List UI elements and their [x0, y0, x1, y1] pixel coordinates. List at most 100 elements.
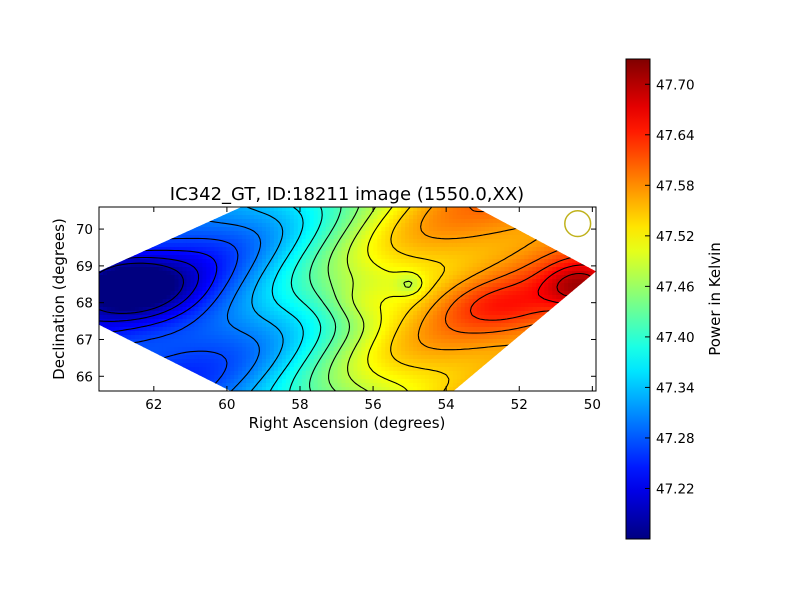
heatmap-cell [413, 363, 418, 368]
heatmap-cell [385, 215, 390, 220]
heatmap-cell [492, 351, 498, 356]
heatmap-cell [572, 283, 577, 288]
heatmap-cell [520, 295, 526, 300]
heatmap-cell [222, 255, 227, 260]
heatmap-cell [456, 355, 462, 360]
heatmap-cell [178, 335, 184, 340]
heatmap-cell [504, 239, 510, 244]
heatmap-cell [500, 331, 506, 336]
heatmap-cell [409, 319, 414, 324]
heatmap-cell [277, 207, 283, 212]
heatmap-cell [242, 231, 247, 236]
heatmap-cell [190, 227, 196, 232]
heatmap-cell [186, 259, 192, 264]
heatmap-cell [325, 351, 331, 356]
heatmap-cell [170, 343, 176, 348]
heatmap-cell [198, 339, 203, 344]
heatmap-cell [218, 255, 223, 260]
heatmap-cell [301, 291, 307, 296]
heatmap-cell [317, 311, 323, 316]
heatmap-cell [540, 251, 545, 256]
heatmap-cell [377, 311, 382, 316]
heatmap-cell [532, 267, 537, 272]
heatmap-cell [496, 331, 502, 336]
heatmap-cell [130, 335, 136, 340]
heatmap-cell [285, 359, 291, 364]
heatmap-cell [289, 227, 295, 232]
heatmap-cell [269, 355, 275, 360]
heatmap-cell [361, 219, 366, 224]
heatmap-cell [301, 227, 307, 232]
heatmap-cell [512, 331, 518, 336]
heatmap-cell [353, 231, 359, 236]
heatmap-cell [337, 359, 343, 364]
heatmap-cell [484, 283, 490, 288]
heatmap-cell [460, 299, 466, 304]
heatmap-cell [492, 343, 498, 348]
heatmap-cell [385, 247, 390, 252]
heatmap-cell [265, 355, 271, 360]
heatmap-cell [520, 243, 526, 248]
heatmap-cell [476, 343, 482, 348]
heatmap-cell [496, 291, 502, 296]
heatmap-cell [361, 359, 366, 364]
heatmap-cell [385, 207, 390, 212]
heatmap-cell [389, 299, 394, 304]
heatmap-cell [297, 335, 303, 340]
heatmap-cell [106, 287, 112, 292]
heatmap-cell [393, 279, 398, 284]
heatmap-cell [246, 223, 251, 228]
heatmap-cell [484, 339, 490, 344]
heatmap-cell [401, 283, 406, 288]
heatmap-cell [429, 259, 434, 264]
heatmap-cell [277, 335, 283, 340]
heatmap-cell [154, 307, 160, 312]
heatmap-cell [432, 263, 438, 268]
heatmap-cell [488, 219, 494, 224]
heatmap-cell [170, 271, 176, 276]
heatmap-cell [146, 271, 152, 276]
heatmap-cell [178, 263, 184, 268]
heatmap-cell [130, 315, 136, 320]
heatmap-cell [552, 299, 557, 304]
heatmap-cell [460, 239, 466, 244]
heatmap-cell [317, 207, 323, 212]
heatmap-cell [265, 327, 271, 332]
heatmap-cell [425, 251, 430, 256]
heatmap-cell [218, 319, 223, 324]
heatmap-cell [464, 287, 470, 292]
heatmap-cell [138, 331, 144, 336]
heatmap-cell [512, 303, 518, 308]
heatmap-cell [194, 299, 199, 304]
heatmap-cell [353, 223, 359, 228]
heatmap-cell [381, 355, 386, 360]
heatmap-cell [186, 235, 192, 240]
heatmap-cell [452, 251, 458, 256]
heatmap-cell [321, 223, 327, 228]
heatmap-cell [313, 315, 319, 320]
heatmap-cell [361, 311, 366, 316]
heatmap-cell [106, 279, 112, 284]
heatmap-cell [484, 239, 490, 244]
heatmap-cell [532, 283, 537, 288]
heatmap-cell [190, 231, 196, 236]
heatmap-cell [305, 315, 311, 320]
heatmap-cell [194, 251, 199, 256]
heatmap-cell [162, 303, 168, 308]
heatmap-cell [369, 311, 374, 316]
heatmap-cell [333, 271, 339, 276]
heatmap-cell [329, 207, 335, 212]
heatmap-cell [206, 299, 211, 304]
heatmap-cell [345, 307, 351, 312]
heatmap-cell [106, 295, 112, 300]
heatmap-cell [238, 343, 243, 348]
heatmap-cell [421, 327, 426, 332]
heatmap-cell [409, 271, 414, 276]
heatmap-cell [421, 363, 426, 368]
heatmap-cell [417, 243, 422, 248]
heatmap-cell [345, 207, 351, 212]
heatmap-cell [397, 239, 402, 244]
heatmap-cell [452, 287, 458, 292]
heatmap-cell [560, 295, 565, 300]
heatmap-cell [397, 355, 402, 360]
